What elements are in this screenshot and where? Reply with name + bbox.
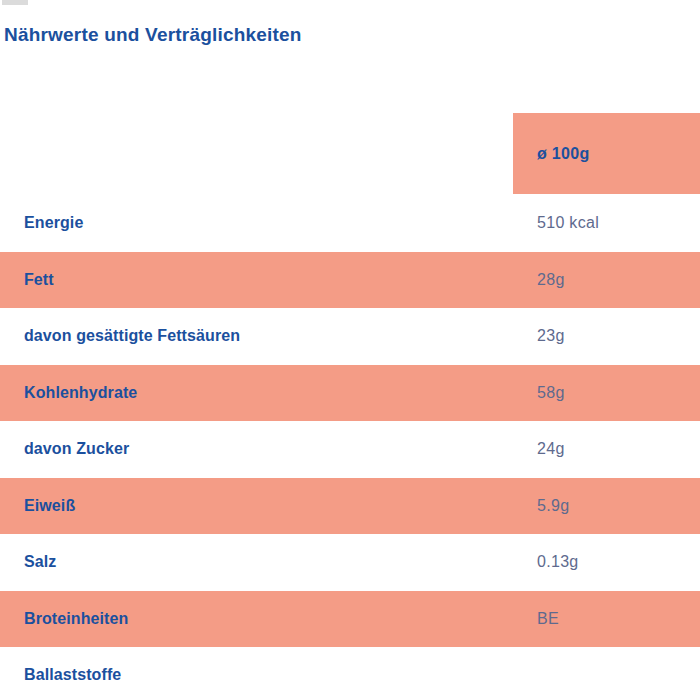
- table-row-salz: Salz 0.13g: [0, 534, 700, 591]
- row-value: 0.13g: [513, 553, 700, 571]
- table-row-eiweiss: Eiweiß 5.9g: [0, 478, 700, 535]
- row-label: Kohlenhydrate: [0, 384, 513, 402]
- row-label: Energie: [0, 214, 513, 232]
- row-label: Eiweiß: [0, 497, 513, 515]
- table-row-ballaststoffe: Ballaststoffe: [0, 647, 700, 700]
- row-value: 23g: [513, 327, 700, 345]
- table-row-energie: Energie 510 kcal: [0, 195, 700, 252]
- row-label: Ballaststoffe: [0, 666, 513, 684]
- table-row-fett: Fett 28g: [0, 252, 700, 309]
- row-value: 58g: [513, 384, 700, 402]
- nutrition-table: Energie 510 kcal Fett 28g davon gesättig…: [0, 195, 700, 700]
- row-value: 24g: [513, 440, 700, 458]
- column-header-label: ø 100g: [537, 145, 590, 163]
- column-header-per-100g: ø 100g: [513, 113, 700, 194]
- row-value: 28g: [513, 271, 700, 289]
- table-row-gesaettigte-fettsaeuren: davon gesättigte Fettsäuren 23g: [0, 308, 700, 365]
- row-value: 510 kcal: [513, 214, 700, 232]
- row-label: davon Zucker: [0, 440, 513, 458]
- row-label: Fett: [0, 271, 513, 289]
- row-value: 5.9g: [513, 497, 700, 515]
- row-value: BE: [513, 610, 700, 628]
- screenshot-crop-artifact: [2, 0, 28, 5]
- table-row-broteinheiten: Broteinheiten BE: [0, 591, 700, 648]
- table-row-zucker: davon Zucker 24g: [0, 421, 700, 478]
- row-label: Salz: [0, 553, 513, 571]
- row-label: davon gesättigte Fettsäuren: [0, 327, 513, 345]
- row-label: Broteinheiten: [0, 610, 513, 628]
- table-row-kohlenhydrate: Kohlenhydrate 58g: [0, 365, 700, 422]
- page-title: Nährwerte und Verträglichkeiten: [4, 24, 302, 46]
